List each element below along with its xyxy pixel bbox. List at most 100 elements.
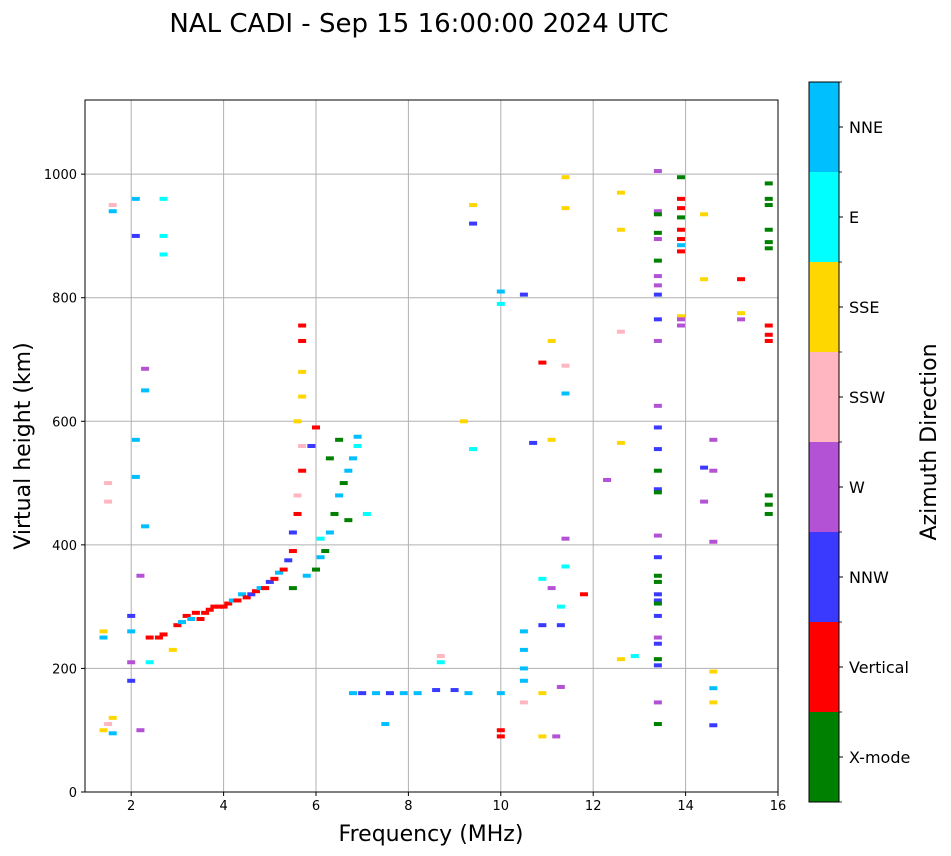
echo-point	[519, 292, 528, 297]
colorbar-segment	[809, 622, 839, 712]
echo-point	[653, 579, 662, 584]
echo-point	[764, 196, 773, 201]
echo-point	[214, 604, 223, 609]
colorbar: X-mode Vertical NNW W SSW SSE E NNE	[808, 81, 910, 803]
echo-point	[104, 481, 113, 486]
echo-point	[653, 237, 662, 242]
y-tick-label: 0	[69, 786, 77, 801]
echo-point	[191, 610, 200, 615]
echo-point	[709, 437, 718, 442]
echo-point	[381, 722, 390, 727]
echo-point	[298, 444, 307, 448]
echo-point	[459, 419, 468, 424]
echo-point	[538, 691, 547, 696]
echo-point	[700, 212, 709, 217]
echo-point	[676, 196, 685, 201]
echo-point	[358, 691, 367, 696]
echo-point	[764, 338, 773, 343]
echo-point	[201, 610, 210, 615]
echo-point	[764, 511, 773, 516]
data-points	[99, 169, 773, 739]
echo-point	[413, 691, 422, 696]
echo-point	[256, 586, 265, 591]
echo-point	[288, 549, 297, 554]
colorbar-segment	[809, 442, 839, 532]
echo-point	[561, 363, 570, 368]
echo-point	[99, 728, 108, 733]
echo-point	[293, 419, 302, 424]
echo-point	[159, 196, 168, 201]
echo-point	[261, 586, 270, 591]
echo-point	[700, 277, 709, 282]
echo-point	[136, 728, 145, 733]
colorbar-tick-label: SSE	[849, 298, 879, 317]
echo-point	[547, 338, 556, 343]
echo-point	[653, 573, 662, 578]
colorbar-tick-label: NNW	[849, 568, 889, 587]
echo-point	[764, 203, 773, 208]
echo-point	[519, 700, 528, 705]
echo-point	[104, 499, 113, 504]
echo-point	[764, 502, 773, 507]
echo-point	[312, 425, 320, 430]
echo-point	[676, 206, 685, 211]
echo-point	[538, 360, 547, 365]
chart-title: NAL CADI - Sep 15 16:00:00 2024 UTC	[169, 9, 668, 39]
colorbar-tick-label: E	[849, 208, 859, 227]
echo-point	[676, 227, 685, 232]
echo-point	[238, 592, 247, 597]
echo-point	[653, 212, 662, 217]
echo-point	[293, 493, 302, 498]
x-axis-ticks: 2 4 6 8 10 12 14 16	[127, 792, 786, 814]
echo-point	[496, 734, 505, 739]
echo-point	[288, 530, 297, 535]
echo-point	[233, 598, 242, 603]
echo-point	[653, 230, 662, 235]
echo-point	[547, 437, 556, 442]
echo-point	[344, 518, 353, 523]
echo-point	[764, 323, 773, 328]
echo-point	[737, 277, 746, 282]
echo-point	[127, 660, 136, 665]
echo-point	[538, 734, 547, 739]
echo-point	[676, 215, 685, 220]
echo-point	[335, 493, 344, 498]
echo-point	[339, 481, 348, 486]
echo-point	[496, 289, 505, 294]
echo-point	[307, 444, 316, 448]
echo-point	[616, 329, 625, 334]
echo-point	[653, 592, 662, 597]
echo-point	[700, 465, 709, 470]
echo-point	[579, 592, 588, 597]
echo-point	[764, 240, 773, 245]
echo-point	[159, 632, 168, 637]
colorbar-tick-label: SSW	[849, 388, 885, 407]
echo-point	[325, 530, 334, 535]
echo-point	[653, 338, 662, 343]
echo-point	[764, 227, 773, 232]
colorbar-segment	[809, 352, 839, 442]
echo-point	[330, 511, 339, 516]
echo-point	[653, 283, 662, 288]
y-tick-label: 600	[52, 415, 77, 430]
echo-point	[284, 558, 293, 563]
echo-point	[298, 369, 307, 374]
echo-point	[353, 434, 362, 439]
echo-point	[538, 623, 547, 628]
echo-point	[242, 595, 251, 600]
echo-point	[348, 456, 357, 461]
echo-point	[196, 617, 205, 621]
echo-point	[556, 684, 565, 689]
colorbar-segment	[809, 712, 839, 802]
echo-point	[399, 691, 408, 696]
echo-point	[205, 607, 214, 612]
echo-point	[372, 691, 381, 696]
x-tick-label: 4	[219, 799, 227, 814]
echo-point	[653, 425, 662, 430]
echo-point	[676, 317, 685, 322]
echo-point	[127, 629, 136, 634]
echo-point	[709, 700, 718, 705]
echo-point	[496, 728, 505, 733]
echo-point	[344, 468, 353, 473]
echo-point	[653, 258, 662, 263]
